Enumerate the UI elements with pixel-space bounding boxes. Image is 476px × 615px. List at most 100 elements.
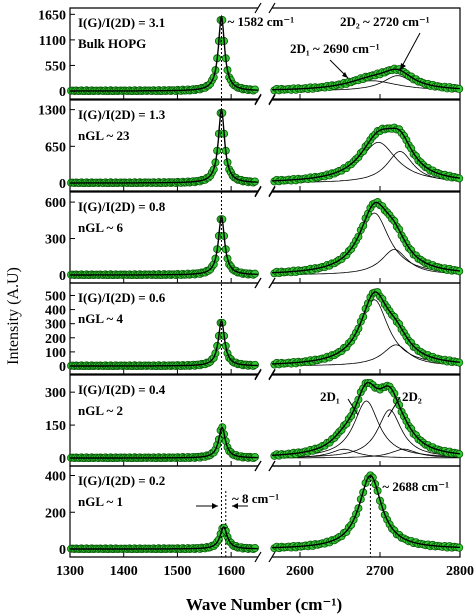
arrow-head bbox=[232, 503, 238, 509]
panel-frame-left bbox=[69, 282, 258, 375]
x-axis-label: Wave Number (cm⁻¹) bbox=[186, 595, 342, 614]
2d-band-fit bbox=[272, 127, 461, 182]
arrow-head bbox=[342, 72, 348, 78]
g-band-fit bbox=[70, 14, 258, 92]
2d-band-fit bbox=[272, 381, 461, 456]
ratio-label: I(G)/I(2D) = 1.3 bbox=[78, 107, 166, 122]
x-axis: 1300 1400 1500 1600 2600 2700 2800 bbox=[56, 564, 474, 579]
y-tick-label: 0 bbox=[59, 85, 66, 100]
x-tick-label: 2700 bbox=[366, 564, 394, 579]
y-tick-label: 100 bbox=[45, 346, 66, 361]
panel-frame-left bbox=[69, 7, 258, 100]
layer-label: nGL ~ 2 bbox=[78, 403, 123, 418]
annotation-2d2: 2D₂ bbox=[402, 389, 422, 404]
y-tick-label: 500 bbox=[45, 289, 66, 304]
ratio-label: I(G)/I(2D) = 0.8 bbox=[78, 199, 166, 214]
2d-band-fit bbox=[272, 474, 460, 549]
x-tick-label: 2600 bbox=[286, 564, 314, 579]
panel-6: 0 200 400 I(G)/I(2D) = 0.2 nGL ~ 1 bbox=[45, 460, 464, 563]
axis-break-mark bbox=[254, 369, 262, 381]
panel-frame-left bbox=[69, 99, 258, 192]
y-tick-label: 600 bbox=[45, 196, 66, 211]
ratio-label: I(G)/I(2D) = 0.2 bbox=[78, 473, 165, 488]
g-band-fit bbox=[70, 319, 258, 367]
annotation-2d1: 2D₁ bbox=[320, 389, 340, 404]
ratio-label: I(G)/I(2D) = 3.1 bbox=[78, 15, 165, 30]
arrow-head bbox=[400, 63, 406, 70]
panel-5: 0 150 300 I(G)/I(2D) = 0.4 nGL ~ 2 bbox=[45, 369, 464, 472]
axis-break-mark bbox=[268, 551, 276, 563]
annotation-fwhm: ~ 8 cm⁻¹ bbox=[232, 491, 279, 506]
g-band-fit bbox=[70, 107, 258, 184]
ratio-label: I(G)/I(2D) = 0.6 bbox=[78, 290, 166, 305]
y-tick-label: 650 bbox=[45, 140, 66, 155]
annotation-2d2-position: 2D₂ ~ 2720 cm⁻¹ bbox=[340, 14, 430, 29]
x-tick-label: 1600 bbox=[217, 564, 245, 579]
panel-frame-left bbox=[69, 465, 258, 558]
y-tick-label: 300 bbox=[45, 386, 66, 401]
y-tick-label: 1650 bbox=[38, 8, 66, 23]
g-band-fit bbox=[70, 526, 258, 550]
axis-break-mark bbox=[268, 186, 276, 198]
2d-band-fit bbox=[272, 291, 461, 365]
axis-break-mark bbox=[254, 2, 262, 14]
layer-label: nGL ~ 4 bbox=[78, 311, 124, 326]
y-tick-label: 0 bbox=[59, 360, 66, 375]
axis-break-mark bbox=[268, 94, 276, 106]
panel-2: 0 650 1300 I(G)/I(2D) = 1.3 nGL ~ 23 bbox=[38, 94, 464, 197]
g-band-fit bbox=[70, 426, 258, 459]
layer-label: Bulk HOPG bbox=[78, 36, 146, 51]
axis-break-mark bbox=[268, 460, 276, 472]
annotation-2d-position: ~ 2688 cm⁻¹ bbox=[382, 479, 449, 494]
y-tick-label: 0 bbox=[59, 177, 66, 192]
2d-band-fit bbox=[272, 201, 460, 274]
annotation-arrow bbox=[387, 396, 401, 418]
axis-break-mark bbox=[268, 2, 276, 14]
y-tick-label: 200 bbox=[45, 332, 66, 347]
annotation-arrow bbox=[399, 32, 421, 71]
panel-frame-right bbox=[272, 465, 461, 558]
annotation-2d1-position: 2D₁ ~ 2690 cm⁻¹ bbox=[290, 41, 380, 56]
x-tick-label: 2800 bbox=[446, 564, 474, 579]
panel-frame-right bbox=[272, 99, 461, 192]
y-tick-label: 400 bbox=[45, 304, 66, 319]
y-tick-label: 1100 bbox=[39, 34, 66, 49]
layer-label: nGL ~ 6 bbox=[78, 220, 124, 235]
panel-3: 0 300 600 I(G)/I(2D) = 0.8 nGL ~ 6 bbox=[45, 186, 464, 289]
axis-break-mark bbox=[268, 277, 276, 289]
2d-component-fit bbox=[272, 448, 460, 459]
layer-label: nGL ~ 1 bbox=[78, 494, 123, 509]
y-tick-label: 400 bbox=[45, 470, 66, 485]
annotation-g-position: ~ 1582 cm⁻¹ bbox=[227, 14, 294, 29]
y-tick-label: 550 bbox=[45, 59, 66, 74]
2d-component-fit bbox=[272, 448, 460, 459]
arrow-head bbox=[212, 503, 218, 509]
x-tick-label: 1400 bbox=[110, 564, 138, 579]
axis-break-mark bbox=[254, 277, 262, 289]
annotation-arrow bbox=[347, 398, 359, 416]
layer-label: nGL ~ 23 bbox=[78, 128, 130, 143]
y-axis-label: Intensity (A.U) bbox=[5, 267, 22, 365]
y-tick-label: 300 bbox=[45, 233, 66, 248]
y-tick-label: 200 bbox=[45, 506, 66, 521]
axis-break-mark bbox=[268, 369, 276, 381]
y-tick-label: 1300 bbox=[38, 104, 66, 119]
axis-break-mark bbox=[254, 186, 262, 198]
y-tick-label: 0 bbox=[59, 452, 66, 467]
panel-1: 0 550 1100 1650 I(G)/I(2D) = 3.1 Bulk HOPG bbox=[38, 2, 464, 105]
panels-group: 0 550 1100 1650 I(G)/I(2D) = 3.1 Bulk HOPG 0 65… bbox=[38, 2, 464, 563]
g-band-fit bbox=[70, 215, 258, 276]
axis-break-mark bbox=[254, 551, 262, 563]
x-tick-label: 1500 bbox=[163, 564, 191, 579]
ratio-label: I(G)/I(2D) = 0.4 bbox=[78, 382, 166, 397]
x-tick-label: 1300 bbox=[56, 564, 84, 579]
y-tick-label: 150 bbox=[45, 419, 66, 434]
2d-band-fit bbox=[272, 68, 460, 91]
panel-frame-right bbox=[272, 282, 461, 375]
axis-break-mark bbox=[254, 460, 262, 472]
y-tick-label: 300 bbox=[45, 318, 66, 333]
axis-break-mark bbox=[254, 94, 262, 106]
y-tick-label: 0 bbox=[59, 543, 66, 558]
